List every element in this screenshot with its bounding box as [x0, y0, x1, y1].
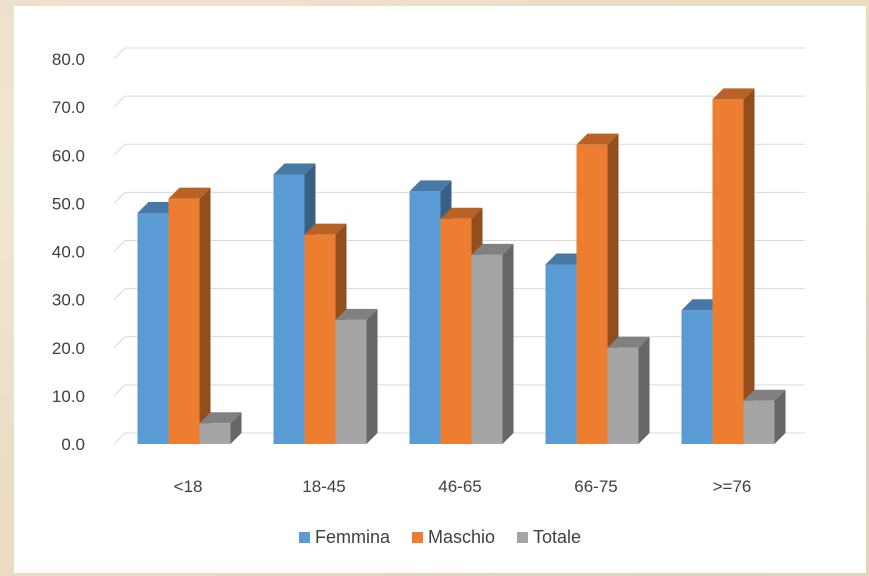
bar-femmina-46-65-top — [409, 180, 452, 192]
y-tick-label: 70.0 — [52, 98, 85, 117]
legend-label-femmina: Femmina — [314, 527, 390, 547]
x-tick-label: 66-75 — [574, 477, 617, 496]
bar-maschio-76-top — [712, 88, 755, 100]
y-tick-label: 30.0 — [52, 291, 85, 310]
bar-maschio-76 — [712, 99, 744, 445]
bar-totale-18-45-side — [366, 308, 378, 444]
bar-totale-76-top — [743, 389, 786, 401]
y-tick-label: 0.0 — [61, 435, 85, 454]
x-tick-label: 18-45 — [302, 477, 345, 496]
bar-totale-76-side — [774, 389, 786, 444]
legend-label-maschio: Maschio — [427, 527, 495, 547]
gridline-floor-1 — [113, 384, 126, 397]
gridline-floor-8 — [113, 47, 126, 60]
bar-maschio-76-side — [743, 88, 755, 445]
bar-totale-66-75-top — [607, 336, 650, 348]
y-tick-label: 40.0 — [52, 243, 85, 262]
bar-maschio-18-45 — [304, 234, 336, 444]
legend-swatch-maschio — [411, 532, 423, 543]
x-tick-label: 46-65 — [438, 477, 481, 496]
bar-totale-18-top — [199, 412, 242, 424]
y-tick-label: 10.0 — [52, 387, 85, 406]
bar-maschio-46-65-top — [440, 207, 483, 219]
gridline-floor-3 — [113, 288, 126, 300]
bar-maschio-66-75-top — [576, 133, 619, 145]
legend-label-totale: Totale — [533, 527, 582, 547]
bar-femmina-18-45 — [273, 174, 305, 444]
x-tick-label: >=76 — [713, 477, 752, 496]
gridline-floor-0 — [113, 432, 126, 445]
bar-femmina-46-65 — [409, 191, 441, 444]
gridline-floor-7 — [113, 95, 126, 108]
chart-panel: 0.0 10.0 20.0 30.0 40.0 50.0 60.0 70.0 80.0 <18 18… — [14, 6, 866, 573]
bar-totale-18 — [199, 423, 231, 444]
bar-totale-46-65 — [471, 254, 503, 444]
legend-item-totale: Totale — [517, 527, 581, 548]
y-tick-label: 20.0 — [52, 339, 85, 358]
bar-maschio-66-75 — [576, 144, 608, 444]
bar-totale-46-65-top — [471, 243, 514, 255]
bar-femmina-66-75 — [545, 264, 577, 444]
bar-maschio-18-side — [199, 187, 211, 444]
bar-femmina-18-45-top — [273, 163, 316, 175]
bar-femmina-18 — [137, 213, 169, 444]
legend-swatch-totale — [517, 532, 528, 543]
gridline-floor-2 — [113, 336, 126, 349]
x-tick-label: <18 — [174, 477, 203, 496]
y-tick-label: 80.0 — [52, 50, 85, 69]
legend: Femmina Maschio Totale — [14, 527, 866, 548]
y-tick-label: 60.0 — [52, 146, 85, 165]
bar-femmina-76 — [681, 310, 713, 444]
legend-item-femmina: Femmina — [298, 527, 390, 548]
y-tick-label: 50.0 — [52, 194, 85, 213]
gridline-floor-5 — [113, 192, 126, 204]
bar-totale-76 — [743, 400, 775, 444]
bar-totale-18-side — [230, 412, 242, 444]
bar-totale-18-45-top — [335, 308, 378, 320]
bar-maschio-46-65 — [440, 218, 472, 444]
bar-maschio-18-45-top — [304, 223, 347, 235]
gridline-floor-6 — [113, 143, 126, 156]
bar-totale-66-75-side — [638, 336, 650, 444]
bar-totale-46-65-side — [502, 243, 514, 444]
bar-chart: 0.0 10.0 20.0 30.0 40.0 50.0 60.0 70.0 80.0 <18 18… — [52, 47, 805, 496]
gridline-floor-4 — [113, 240, 126, 252]
bar-totale-18-45 — [335, 319, 367, 444]
legend-swatch-femmina — [298, 532, 310, 543]
bar-maschio-18-top — [168, 187, 211, 199]
legend-item-maschio: Maschio — [411, 527, 495, 548]
bar-totale-66-75 — [607, 347, 639, 444]
bar-maschio-18 — [168, 198, 200, 444]
